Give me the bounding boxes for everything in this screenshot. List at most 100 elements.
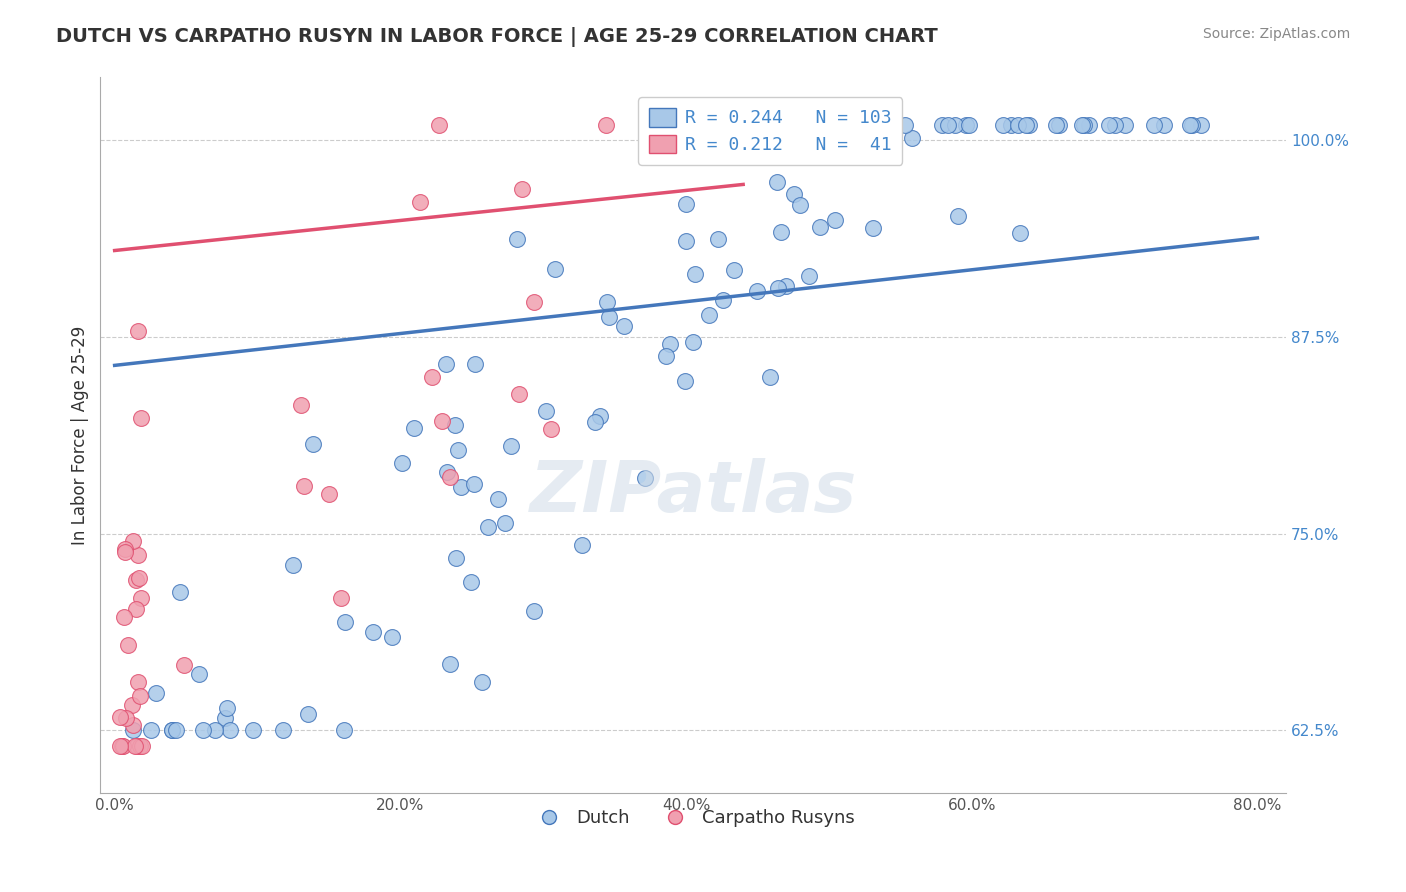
Point (731, 118, 754, 132)
Point (494, 516, 516, 530)
Point (391, 456, 413, 470)
Point (402, 421, 425, 435)
Point (849, 131, 872, 145)
Point (931, 118, 953, 132)
Point (824, 212, 846, 227)
Point (655, 349, 678, 363)
Point (682, 335, 704, 350)
Point (598, 310, 620, 325)
Point (124, 739, 146, 753)
Point (766, 280, 789, 294)
Point (893, 118, 915, 132)
Point (111, 739, 134, 753)
Point (131, 739, 153, 753)
Point (114, 545, 136, 559)
Point (127, 548, 149, 562)
Point (636, 118, 658, 132)
Point (108, 739, 131, 753)
Point (1178, 118, 1201, 132)
Point (460, 575, 482, 590)
Point (434, 357, 457, 371)
Point (214, 710, 236, 724)
Point (862, 221, 884, 235)
Point (444, 417, 467, 432)
Point (162, 723, 184, 738)
Point (301, 437, 323, 451)
Point (114, 711, 136, 725)
Point (117, 638, 139, 652)
Point (943, 118, 966, 132)
Point (697, 309, 720, 323)
Point (634, 471, 657, 485)
Point (361, 625, 384, 640)
Point (1071, 118, 1094, 132)
Point (613, 319, 636, 334)
Point (333, 723, 356, 738)
Point (901, 130, 924, 145)
Point (297, 707, 319, 722)
Point (204, 723, 226, 738)
Point (420, 370, 443, 384)
Point (595, 118, 617, 132)
Point (1114, 118, 1136, 132)
Point (318, 486, 340, 500)
Y-axis label: In Labor Force | Age 25-29: In Labor Force | Age 25-29 (72, 326, 89, 545)
Point (219, 723, 242, 738)
Point (955, 118, 977, 132)
Point (122, 723, 145, 738)
Point (508, 386, 530, 401)
Point (439, 470, 461, 484)
Point (589, 409, 612, 424)
Point (505, 232, 527, 246)
Text: ZIPatlas: ZIPatlas (530, 458, 856, 527)
Point (381, 630, 404, 644)
Point (1000, 118, 1022, 132)
Point (436, 466, 458, 480)
Point (127, 739, 149, 753)
Point (127, 324, 149, 338)
Point (125, 601, 148, 615)
Point (121, 718, 143, 732)
Point (808, 220, 831, 235)
Point (1189, 118, 1212, 132)
Point (114, 541, 136, 556)
Point (766, 176, 789, 190)
Point (447, 442, 470, 457)
Point (583, 415, 606, 429)
Point (713, 293, 735, 308)
Point (1180, 118, 1202, 132)
Point (1153, 118, 1175, 132)
Point (329, 591, 352, 605)
Point (946, 210, 969, 224)
Point (499, 439, 522, 453)
Point (112, 610, 135, 624)
Point (596, 295, 619, 310)
Point (675, 234, 697, 248)
Point (145, 686, 167, 700)
Point (281, 558, 304, 572)
Point (187, 666, 209, 681)
Point (1010, 226, 1032, 240)
Point (707, 232, 730, 246)
Point (333, 615, 356, 630)
Text: DUTCH VS CARPATHO RUSYN IN LABOR FORCE | AGE 25-29 CORRELATION CHART: DUTCH VS CARPATHO RUSYN IN LABOR FORCE |… (56, 27, 938, 46)
Point (112, 739, 135, 753)
Point (427, 118, 450, 132)
Point (108, 710, 131, 724)
Point (141, 723, 163, 738)
Point (675, 197, 697, 211)
Point (540, 422, 562, 436)
Point (1045, 118, 1067, 132)
Point (191, 723, 214, 738)
Point (294, 479, 316, 493)
Point (486, 491, 509, 506)
Point (683, 267, 706, 281)
Point (1143, 118, 1166, 132)
Point (127, 674, 149, 689)
Point (444, 550, 467, 565)
Point (673, 374, 696, 388)
Point (783, 186, 806, 201)
Point (128, 690, 150, 704)
Text: Source: ZipAtlas.com: Source: ZipAtlas.com (1202, 27, 1350, 41)
Point (1007, 118, 1029, 132)
